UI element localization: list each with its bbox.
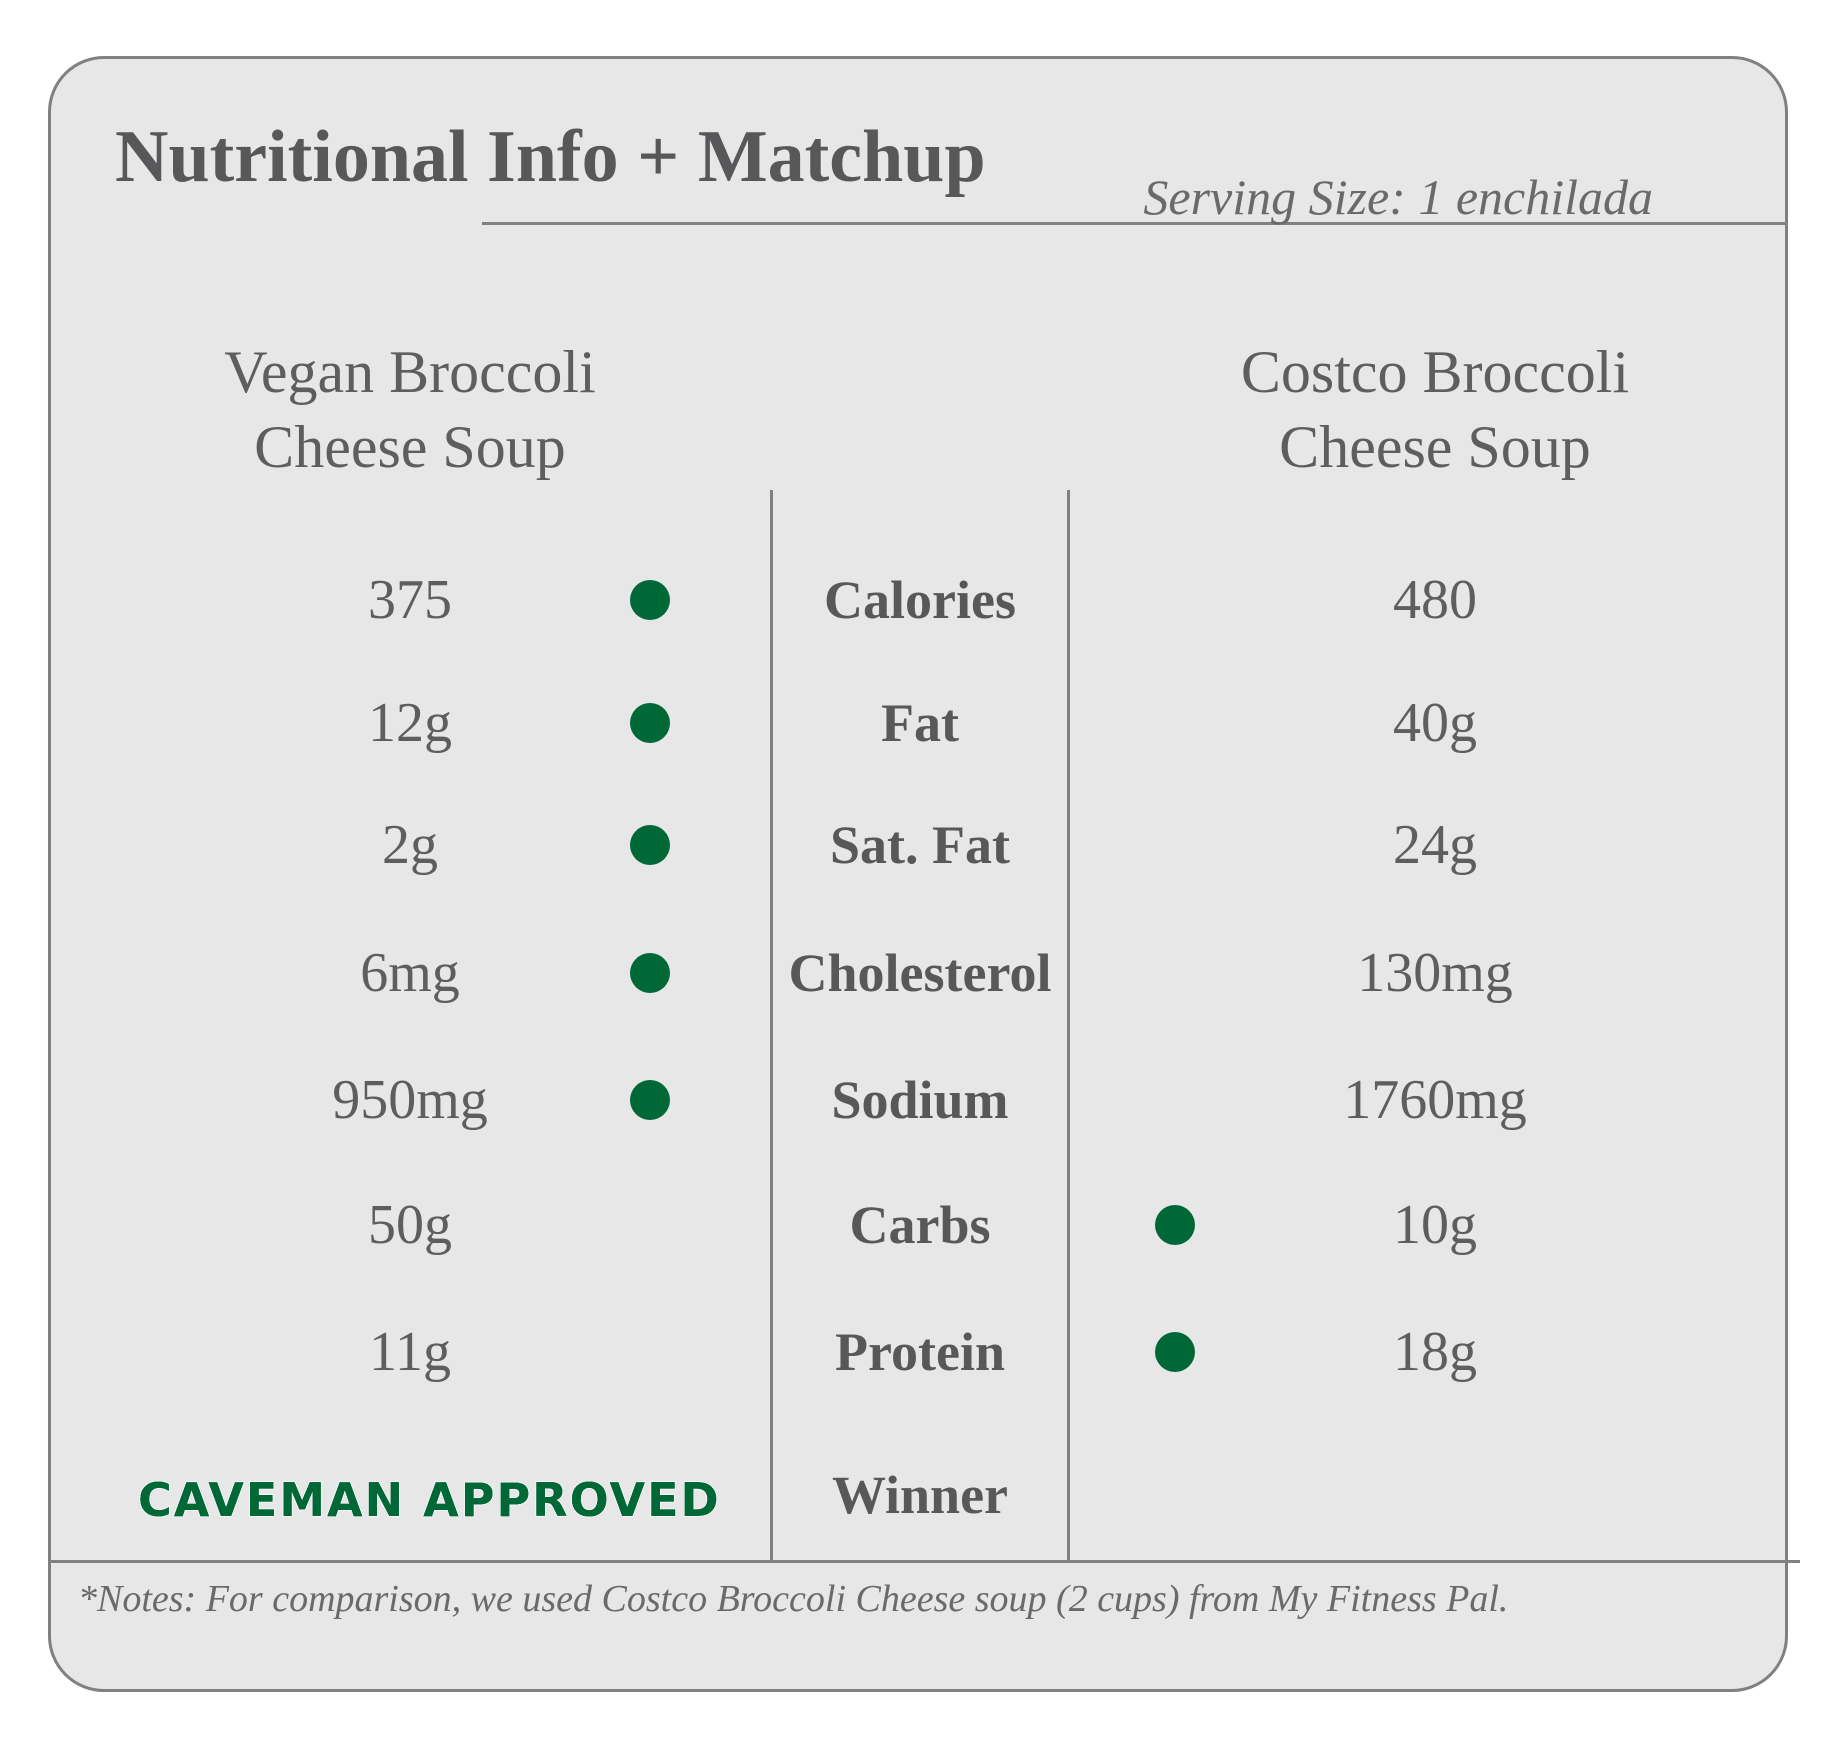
winner-dot-icon [630,953,670,993]
nutrient-label-calories: Calories [824,570,1016,630]
nutrient-label-sodium: Sodium [831,1070,1009,1130]
page-title: Nutritional Info + Matchup [115,116,986,198]
footnote: *Notes: For comparison, we used Costco B… [78,1578,1509,1620]
serving-size: Serving Size: 1 enchilada [1143,169,1653,225]
column-divider-right [1067,490,1070,1560]
vegan-value-sodium: 950mg [332,1069,488,1131]
caveman-approved-badge: CAVEMAN APPROVED [137,1472,721,1528]
costco-value-cholesterol: 130mg [1357,942,1513,1004]
nutrient-label-sat-fat: Sat. Fat [830,815,1010,875]
winner-label: Winner [831,1465,1009,1525]
column-header-costco-line1: Costco Broccoli [1240,339,1630,405]
costco-value-fat: 40g [1393,692,1477,754]
costco-value-protein: 18g [1393,1321,1477,1383]
costco-value-calories: 480 [1393,569,1477,631]
winner-dot-icon [1155,1332,1195,1372]
column-header-vegan-line2: Cheese Soup [254,414,566,480]
column-header-vegan: Vegan Broccoli Cheese Soup [130,335,690,485]
costco-value-sodium: 1760mg [1343,1069,1527,1131]
winner-dot-icon [630,580,670,620]
nutrient-label-protein: Protein [835,1322,1005,1382]
column-header-costco: Costco Broccoli Cheese Soup [1155,335,1715,485]
costco-value-carbs: 10g [1393,1194,1477,1256]
vegan-value-carbs: 50g [368,1194,452,1256]
winner-dot-icon [630,703,670,743]
title-divider [482,222,1788,225]
nutrient-label-fat: Fat [881,693,959,753]
column-divider-left [770,490,773,1560]
winner-dot-icon [1155,1205,1195,1245]
nutrient-label-cholesterol: Cholesterol [788,943,1052,1003]
column-header-vegan-line1: Vegan Broccoli [224,339,596,405]
vegan-value-protein: 11g [369,1321,451,1383]
winner-dot-icon [630,825,670,865]
costco-value-sat-fat: 24g [1393,814,1477,876]
winner-dot-icon [630,1080,670,1120]
vegan-value-fat: 12g [368,692,452,754]
notes-divider [48,1560,1800,1563]
nutrient-label-carbs: Carbs [849,1195,991,1255]
vegan-value-sat-fat: 2g [382,814,438,876]
vegan-value-calories: 375 [368,569,452,631]
nutrition-card [48,56,1788,1692]
vegan-value-cholesterol: 6mg [360,942,460,1004]
column-header-costco-line2: Cheese Soup [1279,414,1591,480]
